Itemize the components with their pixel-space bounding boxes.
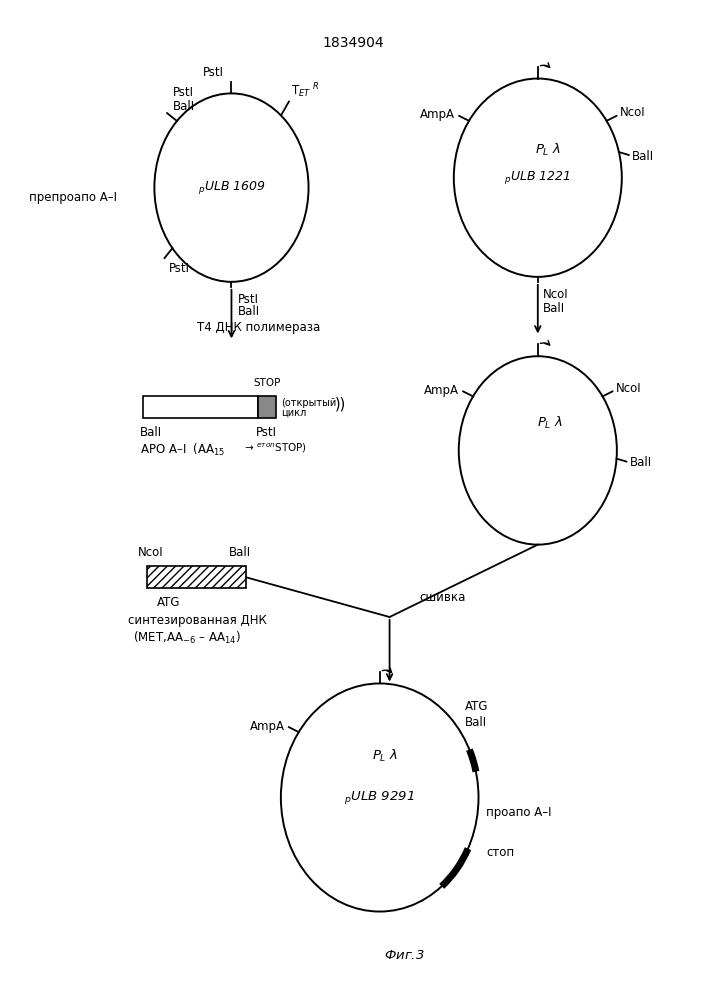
Text: BalI: BalI: [543, 302, 565, 315]
Text: $_{p}$ULB 9291: $_{p}$ULB 9291: [344, 789, 415, 806]
Bar: [258, 396, 276, 418]
Text: NcoI: NcoI: [615, 382, 641, 395]
Text: BalI: BalI: [632, 150, 654, 163]
Text: стоп: стоп: [486, 846, 515, 859]
Text: → $^{eтon}$STOP): → $^{eтon}$STOP): [241, 441, 308, 455]
Text: $_{p}$ULB 1221: $_{p}$ULB 1221: [505, 169, 571, 186]
Text: $P_L$ $\lambda$: $P_L$ $\lambda$: [537, 415, 563, 431]
Text: (MET,AA$_{-6}$ – AA$_{14}$): (MET,AA$_{-6}$ – AA$_{14}$): [133, 630, 240, 646]
Text: препроапо A–I: препроапо A–I: [29, 191, 117, 204]
Text: APO A–I  (AA$_{15}$: APO A–I (AA$_{15}$: [139, 441, 225, 458]
Text: NcoI: NcoI: [619, 106, 645, 119]
Text: цикл: цикл: [281, 408, 306, 418]
Text: $P_L$ $\lambda$: $P_L$ $\lambda$: [372, 748, 398, 764]
Text: BalI: BalI: [228, 546, 250, 559]
Text: ATG: ATG: [158, 596, 181, 609]
Bar: [143, 396, 258, 418]
Text: )): )): [335, 397, 346, 412]
Text: ATG: ATG: [465, 700, 489, 713]
Text: сшивка: сшивка: [419, 591, 466, 604]
Text: $P_L$ $\lambda$: $P_L$ $\lambda$: [534, 142, 561, 158]
Text: NcoI: NcoI: [543, 288, 568, 301]
Bar: [148, 566, 246, 588]
Text: PstI: PstI: [256, 426, 277, 439]
Text: PstI: PstI: [173, 86, 194, 99]
Text: $_{p}$ULB 1609: $_{p}$ULB 1609: [197, 179, 265, 196]
Text: PstI: PstI: [238, 293, 258, 306]
Text: T$_{ET}$ $^{R}$: T$_{ET}$ $^{R}$: [291, 81, 320, 100]
Text: AmpA: AmpA: [424, 384, 460, 397]
Text: BalI: BalI: [465, 716, 487, 729]
Text: проапо A–I: проапо A–I: [486, 806, 552, 819]
Text: BalI: BalI: [139, 426, 162, 439]
Text: PstI: PstI: [168, 262, 189, 275]
Text: AmpA: AmpA: [250, 720, 285, 733]
Text: синтезированная ДНК: синтезированная ДНК: [128, 614, 267, 627]
Text: BalI: BalI: [238, 305, 259, 318]
Text: T4 ДНК полимераза: T4 ДНК полимераза: [197, 321, 320, 334]
Text: BalI: BalI: [629, 456, 652, 469]
Text: (открытый: (открытый: [281, 398, 336, 408]
Text: STOP: STOP: [253, 378, 281, 388]
Text: BalI: BalI: [173, 100, 195, 113]
Text: AmpA: AmpA: [420, 108, 455, 121]
Text: NcoI: NcoI: [138, 546, 163, 559]
Text: $Ф$иг.3: $Ф$иг.3: [384, 949, 425, 962]
Text: 1834904: 1834904: [322, 36, 384, 50]
Text: PstI: PstI: [202, 66, 223, 79]
